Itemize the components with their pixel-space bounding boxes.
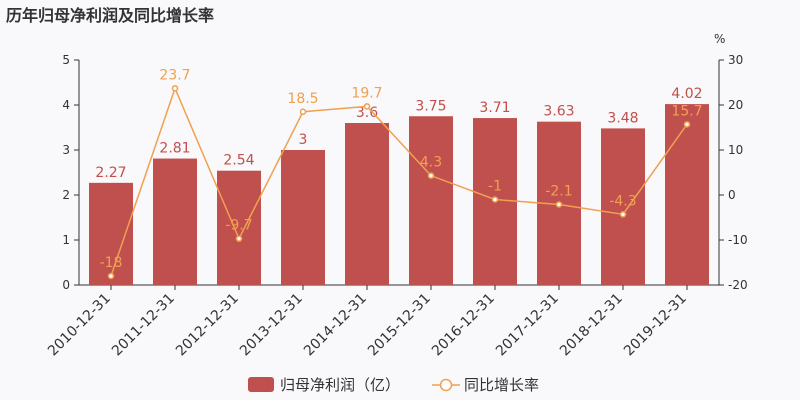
bar[interactable] <box>345 123 389 285</box>
legend-bar-swatch[interactable] <box>248 377 274 392</box>
bar[interactable] <box>601 128 645 285</box>
growth-point[interactable] <box>683 121 691 128</box>
bar-value-label: 2.81 <box>159 141 190 157</box>
bar[interactable] <box>409 116 453 285</box>
growth-value-label: -2.1 <box>545 183 572 199</box>
x-tick-label: 2014-12-31 <box>301 291 370 360</box>
bar-value-label: 3.63 <box>543 104 574 120</box>
line-series <box>107 85 691 280</box>
legend-bar-label[interactable]: 归母净利润（亿） <box>280 376 400 394</box>
growth-value-label: 18.5 <box>287 91 318 107</box>
x-tick-label: 2017-12-31 <box>493 291 562 360</box>
growth-value-label: 4.3 <box>420 155 442 171</box>
growth-value-label: -18 <box>100 255 123 271</box>
bar-value-label: 2.54 <box>223 153 254 169</box>
right-tick-label: 20 <box>728 98 743 112</box>
legend-line-marker <box>439 378 453 392</box>
right-tick-label: 0 <box>728 188 736 202</box>
right-tick-label: 30 <box>728 53 743 67</box>
left-tick-label: 3 <box>62 143 70 157</box>
growth-value-label: 23.7 <box>159 67 190 83</box>
bar-labels: 2.27 2.81 2.54 3 3.6 3.75 3.71 3.63 3.48 4.02 <box>95 86 702 181</box>
x-tick-label: 2012-12-31 <box>173 291 242 360</box>
growth-point[interactable] <box>299 108 307 115</box>
left-tick-label: 4 <box>62 98 70 112</box>
bar[interactable] <box>281 150 325 285</box>
x-tick-label: 2015-12-31 <box>365 291 434 360</box>
x-tick-label: 2019-12-31 <box>621 291 690 360</box>
legend: 归母净利润（亿） 同比增长率 <box>248 376 539 394</box>
right-tick-label: 10 <box>728 143 743 157</box>
growth-value-label: -1 <box>488 179 502 195</box>
x-tick-label: 2011-12-31 <box>109 291 178 360</box>
left-axis-ticks: 0 1 2 3 4 5 <box>62 53 79 292</box>
growth-point[interactable] <box>171 85 179 92</box>
chart-title: 历年归母净利润及同比增长率 <box>6 6 214 25</box>
left-tick-label: 1 <box>62 233 70 247</box>
growth-point[interactable] <box>427 172 435 179</box>
left-tick-label: 5 <box>62 53 70 67</box>
x-axis-ticks: 2010-12-312011-12-312012-12-312013-12-31… <box>45 285 690 359</box>
bar-value-label: 3.6 <box>356 105 378 121</box>
x-tick-label: 2016-12-31 <box>429 291 498 360</box>
bar-value-label: 3 <box>299 132 308 148</box>
bar[interactable] <box>665 104 709 285</box>
growth-value-label: -4.3 <box>609 193 636 209</box>
bar-value-label: 3.48 <box>607 110 638 126</box>
growth-value-label: 15.7 <box>671 103 702 119</box>
bar-value-label: 2.27 <box>95 165 126 181</box>
growth-point[interactable] <box>235 235 243 242</box>
growth-point[interactable] <box>491 196 499 203</box>
bar[interactable] <box>217 170 261 285</box>
bar-value-label: 3.71 <box>479 100 510 116</box>
right-axis-unit: % <box>714 32 725 46</box>
left-tick-label: 2 <box>62 188 70 202</box>
growth-point[interactable] <box>363 103 371 110</box>
right-tick-label: -20 <box>728 278 748 292</box>
growth-point[interactable] <box>555 201 563 208</box>
bar-value-label: 3.75 <box>415 98 446 114</box>
growth-line <box>110 86 688 277</box>
bar[interactable] <box>153 158 197 285</box>
bar-series <box>89 104 709 286</box>
left-tick-label: 0 <box>62 278 70 292</box>
x-tick-label: 2013-12-31 <box>237 291 306 360</box>
bar-value-label: 4.02 <box>671 86 702 102</box>
line-labels: -18 23.7 -9.7 18.5 19.7 4.3 -1 -2.1 -4.3 15.7 <box>100 67 703 271</box>
right-axis-ticks: -20 -10 0 10 20 30 <box>719 53 748 292</box>
x-tick-label: 2010-12-31 <box>45 291 114 360</box>
x-tick-label: 2018-12-31 <box>557 291 626 360</box>
legend-line-label[interactable]: 同比增长率 <box>464 376 539 394</box>
growth-value-label: 19.7 <box>351 85 382 101</box>
growth-value-label: -9.7 <box>225 218 252 234</box>
growth-point[interactable] <box>107 272 115 280</box>
right-tick-label: -10 <box>728 233 748 247</box>
growth-point[interactable] <box>619 211 627 218</box>
